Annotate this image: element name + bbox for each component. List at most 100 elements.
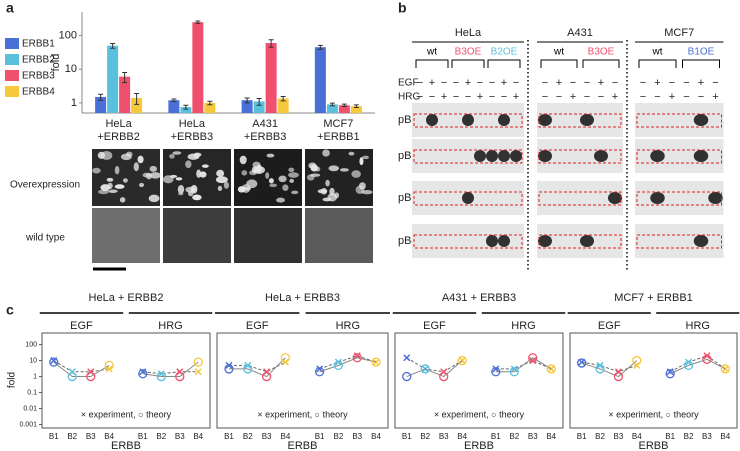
group-label: HRG	[686, 320, 710, 332]
x-tick-label: B2	[595, 432, 605, 441]
y-tick-label: 0.1	[27, 389, 37, 396]
cell-spot	[241, 184, 251, 193]
experiment-line	[228, 361, 286, 373]
cell-line-label: HeLa	[455, 27, 482, 39]
error-bar	[256, 97, 262, 106]
experiment-point	[721, 365, 729, 373]
blot-band	[708, 192, 723, 204]
image-row-label: Overexpression	[10, 180, 80, 191]
band-frame	[413, 234, 523, 249]
theory-point	[439, 371, 449, 382]
x-tick-label: B4	[546, 432, 556, 441]
blot-band	[462, 114, 474, 126]
chart-title: A431 + ERBB3	[442, 292, 516, 304]
blot-band	[462, 192, 474, 204]
bar	[350, 106, 362, 113]
theory-point	[491, 367, 501, 377]
group-label: EGF	[423, 320, 446, 332]
band-frame	[538, 191, 622, 206]
cell-spot	[142, 172, 151, 178]
bar	[204, 102, 216, 113]
bar	[131, 97, 143, 113]
sign: +	[598, 77, 604, 89]
experiment-point	[492, 365, 500, 373]
theory-point	[280, 353, 291, 363]
cell-spot	[339, 168, 349, 172]
x-tick-label: B3	[86, 432, 96, 441]
theory-point	[402, 371, 412, 382]
bar	[314, 47, 326, 113]
x-tick-label: B4	[104, 432, 114, 441]
cell-spot	[306, 174, 315, 181]
error-bar	[134, 92, 140, 105]
group-label: wt	[553, 47, 564, 58]
experiment-point	[157, 370, 165, 378]
sign: +	[556, 77, 562, 89]
sign: +	[501, 77, 507, 89]
sign: −	[489, 77, 495, 89]
bar	[253, 101, 265, 113]
bar	[265, 43, 277, 113]
error-bar	[317, 44, 323, 50]
bar	[95, 96, 107, 113]
x-tick-label: B4	[371, 432, 381, 441]
sign: +	[429, 77, 435, 89]
sign: +	[698, 77, 704, 89]
plot-box	[394, 332, 564, 429]
cell-spot	[192, 194, 202, 201]
sign: +	[712, 91, 718, 103]
sign: −	[640, 91, 646, 103]
blot-band	[608, 192, 622, 204]
theory-point	[104, 360, 114, 371]
sign: −	[489, 91, 495, 103]
legend-swatch	[5, 38, 19, 49]
group-label: EGF	[598, 320, 621, 332]
theory-point	[665, 369, 675, 379]
theory-point	[224, 364, 234, 374]
error-bar	[244, 97, 250, 104]
cell-spot	[215, 176, 228, 184]
sign: −	[417, 77, 423, 89]
x-tick-label: B1	[315, 432, 325, 441]
cell-spot	[122, 178, 128, 183]
cell-spot	[359, 182, 366, 190]
theory-line	[53, 361, 110, 378]
theory-point	[86, 371, 96, 382]
theory-line	[142, 361, 199, 378]
x-tick-label: HeLa +ERBB3	[170, 118, 214, 143]
x-tick-label: B2	[334, 432, 344, 441]
sign: −	[712, 77, 718, 89]
sign: +	[669, 91, 675, 103]
theory-point	[175, 371, 185, 382]
experiment-point	[194, 368, 202, 376]
cell-spot	[92, 167, 101, 174]
stimulus-label: EGF	[398, 78, 419, 89]
cell-spot	[148, 194, 160, 203]
group-label: HRG	[158, 320, 182, 332]
theory-point	[528, 353, 538, 363]
bar	[326, 104, 338, 113]
theory-point	[632, 355, 642, 366]
theory-point	[67, 371, 77, 382]
blot-band	[486, 235, 498, 247]
theory-point	[156, 371, 166, 382]
cell-spot	[149, 165, 158, 172]
cell-spot	[175, 177, 183, 181]
bar	[241, 100, 253, 113]
experiment-point	[87, 368, 95, 376]
band-frame	[413, 113, 523, 128]
blot-band	[693, 235, 709, 247]
plot-box	[41, 332, 211, 429]
theory-line	[406, 360, 463, 378]
theory-point	[333, 360, 344, 371]
blot-band	[693, 114, 709, 126]
cell-spot	[327, 193, 337, 202]
x-tick-label: A431 +ERBB3	[243, 118, 287, 143]
theory-point	[193, 357, 203, 367]
error-bar	[98, 93, 104, 101]
cell-spot	[241, 170, 248, 176]
blot-band	[498, 150, 510, 162]
x-tick-label: B1	[665, 432, 675, 441]
micrograph	[92, 208, 160, 263]
